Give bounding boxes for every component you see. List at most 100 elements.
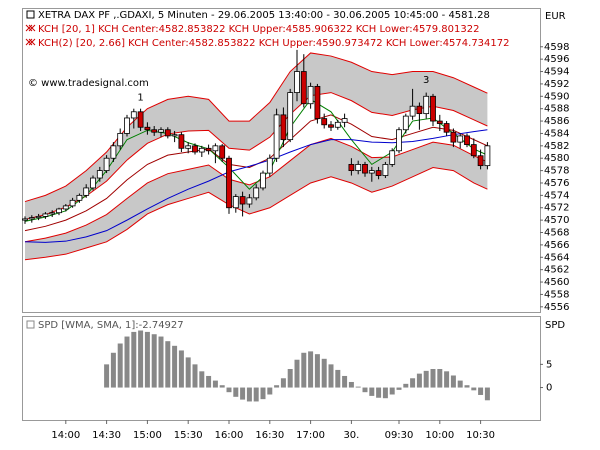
y-tick-label: 4588 bbox=[544, 104, 569, 115]
candle-body bbox=[450, 131, 457, 143]
histogram-bar bbox=[444, 371, 450, 388]
histogram-bar bbox=[321, 358, 327, 388]
candle-body bbox=[137, 111, 144, 128]
y-tick-label: 4580 bbox=[544, 153, 569, 164]
histogram-bar bbox=[464, 385, 470, 388]
annotation: 3 bbox=[423, 75, 429, 86]
x-tick-label: 15:00 bbox=[133, 430, 162, 441]
histogram-bar bbox=[151, 334, 157, 388]
y-tick-label: 5 bbox=[546, 359, 552, 370]
histogram-bar bbox=[342, 375, 348, 388]
histogram-bar bbox=[450, 375, 456, 388]
indicator-line bbox=[24, 52, 488, 203]
candle-body bbox=[198, 147, 205, 153]
indicator-icon bbox=[25, 24, 36, 46]
chart-title: XETRA DAX PF ,.GDAXI, 5 Minuten - 29.06.… bbox=[38, 10, 490, 21]
candle-body bbox=[192, 145, 198, 153]
histogram-bar bbox=[233, 387, 239, 397]
indicator-label: KCH [20, 1] KCH Center:4582.853822 KCH U… bbox=[38, 24, 479, 35]
histogram-bar bbox=[348, 381, 354, 388]
histogram-bar bbox=[301, 352, 307, 388]
candle-body bbox=[219, 145, 226, 159]
candle-body bbox=[402, 115, 409, 131]
y-tick-label: 4566 bbox=[544, 240, 569, 251]
candle-body bbox=[83, 187, 90, 196]
histogram-bar bbox=[226, 387, 232, 393]
y-tick-label: 4570 bbox=[544, 215, 569, 226]
histogram-bar bbox=[328, 364, 334, 388]
histogram-bar bbox=[369, 387, 375, 396]
candle-body bbox=[151, 129, 158, 133]
candle-body bbox=[443, 123, 450, 133]
candle-body bbox=[287, 92, 294, 141]
y-tick-label: 4558 bbox=[544, 289, 569, 300]
candle-body bbox=[423, 95, 430, 115]
header-icon bbox=[26, 10, 35, 19]
histogram-bar bbox=[423, 370, 429, 388]
x-tick-label: 14:00 bbox=[51, 430, 80, 441]
candle-body bbox=[334, 121, 341, 128]
y-tick-label: 4562 bbox=[544, 265, 569, 276]
y-tick-label: 4568 bbox=[544, 228, 569, 239]
indicator-label: KCH(2) [20, 2.66] KCH Center:4582.853822… bbox=[38, 38, 510, 49]
candle-body bbox=[362, 164, 368, 174]
candle-body bbox=[273, 114, 280, 159]
histogram-bar bbox=[172, 345, 178, 388]
candle-body bbox=[90, 177, 96, 189]
candle-body bbox=[389, 150, 396, 165]
candle-body bbox=[144, 126, 151, 131]
candle-body bbox=[117, 133, 124, 147]
histogram-bar bbox=[280, 378, 286, 388]
candle-body bbox=[49, 212, 56, 215]
candle-body bbox=[103, 157, 110, 171]
candle-body bbox=[436, 120, 443, 124]
y-tick-label: 4574 bbox=[544, 190, 569, 201]
indicator-icon bbox=[26, 320, 35, 329]
candle-body bbox=[110, 145, 117, 159]
y-tick-label: 4564 bbox=[544, 252, 569, 263]
y-tick-label: 4590 bbox=[544, 91, 569, 102]
channel-band bbox=[25, 52, 488, 220]
histogram-bar bbox=[416, 373, 422, 388]
candle-body bbox=[96, 170, 103, 179]
histogram-bar bbox=[437, 369, 443, 388]
candle-body bbox=[355, 164, 362, 171]
candle-body bbox=[253, 187, 260, 199]
histogram-bar bbox=[158, 336, 164, 388]
candle-body bbox=[368, 170, 375, 174]
candle-body bbox=[477, 155, 484, 167]
histogram-bar bbox=[110, 352, 116, 388]
histogram-bar bbox=[294, 359, 300, 388]
y-tick-label: 4584 bbox=[544, 128, 569, 139]
indicator-line bbox=[24, 137, 488, 243]
x-tick-label: 10:00 bbox=[425, 430, 454, 441]
candle-body bbox=[300, 71, 307, 105]
candle-body bbox=[409, 105, 416, 117]
annotation: 1 bbox=[137, 93, 143, 104]
histogram-bar bbox=[144, 331, 150, 388]
histogram-bar bbox=[124, 336, 130, 388]
candle-body bbox=[416, 105, 423, 115]
candle-body bbox=[226, 157, 232, 209]
histogram-bar bbox=[165, 341, 171, 388]
candle-body bbox=[56, 208, 62, 214]
candle-body bbox=[171, 134, 178, 137]
candle-body bbox=[260, 172, 266, 189]
candle-body bbox=[22, 218, 28, 221]
candle-body bbox=[205, 147, 212, 152]
candle-body bbox=[62, 205, 69, 210]
y-tick-label: 0 bbox=[546, 383, 552, 394]
histogram-bar bbox=[240, 387, 246, 400]
candle-body bbox=[484, 145, 491, 167]
histogram-bar bbox=[410, 378, 416, 388]
histogram-bar bbox=[362, 387, 368, 393]
candle-body bbox=[246, 197, 253, 205]
histogram-bar bbox=[117, 343, 123, 388]
candle-body bbox=[76, 194, 83, 201]
candle-body bbox=[430, 95, 436, 122]
candle-body bbox=[28, 217, 35, 220]
x-tick-label: 16:30 bbox=[255, 430, 284, 441]
y-tick-label: 4596 bbox=[544, 54, 569, 65]
candle-body bbox=[307, 85, 314, 105]
candle-body bbox=[266, 157, 273, 174]
